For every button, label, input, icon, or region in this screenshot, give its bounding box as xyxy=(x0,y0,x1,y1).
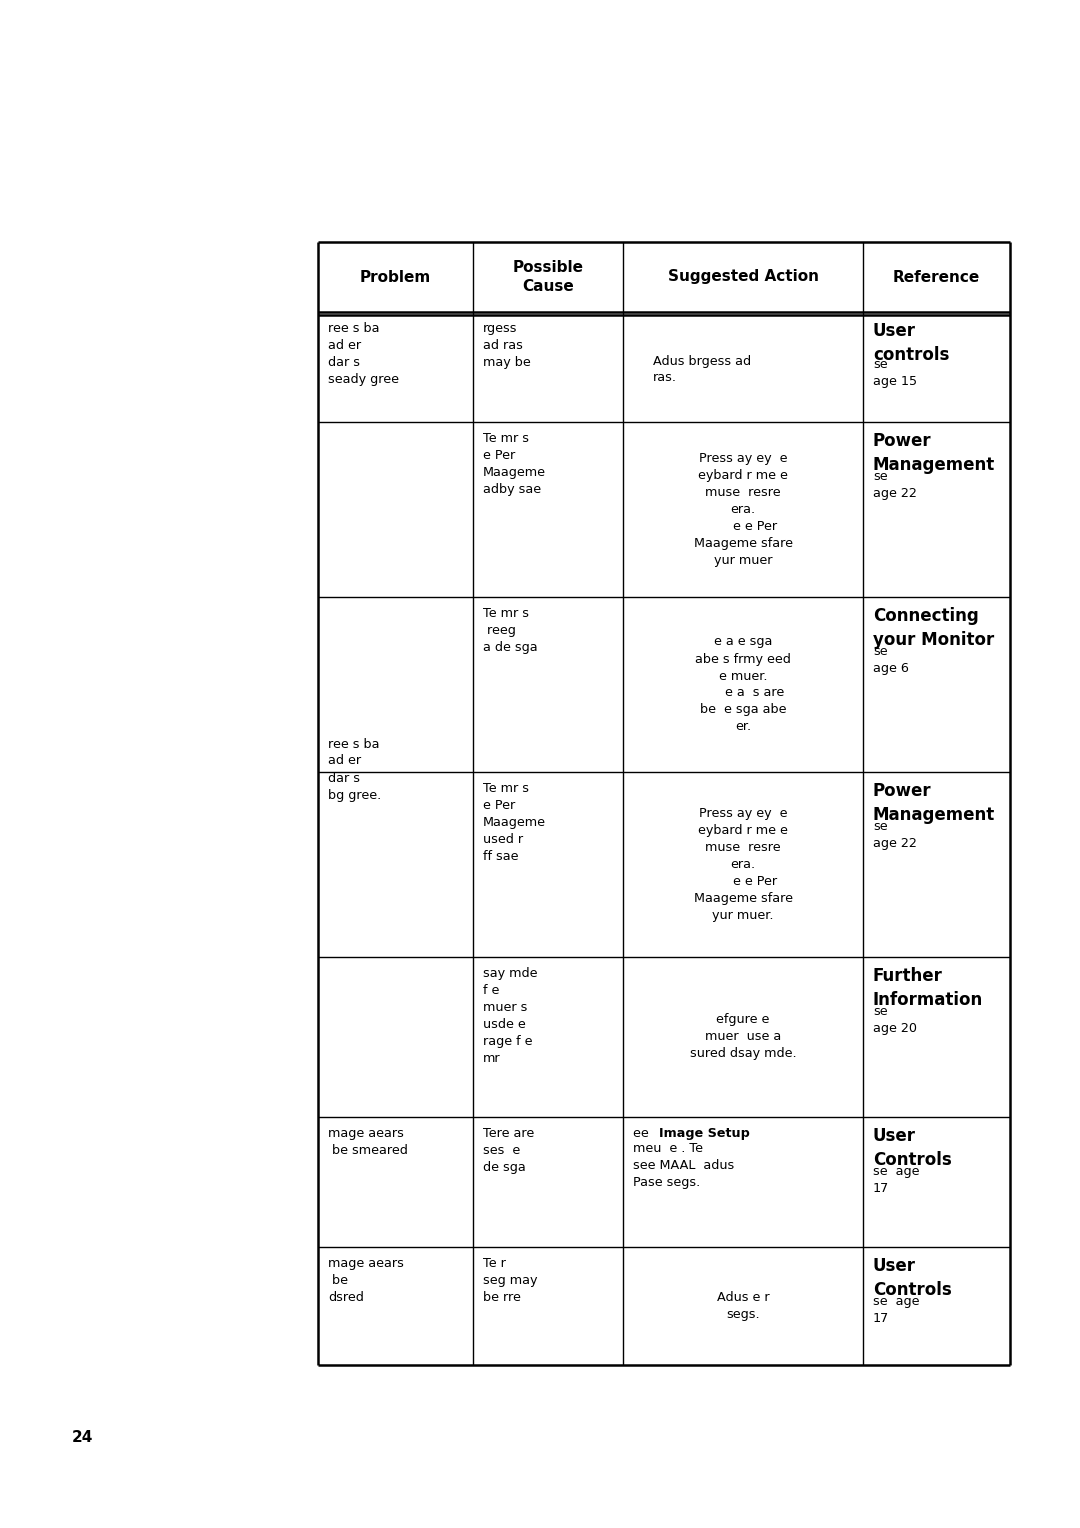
Text: Possible
Cause: Possible Cause xyxy=(513,260,583,295)
Text: ree s ba
ad er
dar s
bg gree.: ree s ba ad er dar s bg gree. xyxy=(328,738,381,802)
Text: se  age
17: se age 17 xyxy=(873,1296,919,1325)
Text: Power
Management: Power Management xyxy=(873,432,996,474)
Text: Adus brgess ad: Adus brgess ad xyxy=(653,354,751,368)
Text: Te mr s
e Per
Maageme
adby sae: Te mr s e Per Maageme adby sae xyxy=(483,432,546,497)
Text: rgess
ad ras
may be: rgess ad ras may be xyxy=(483,322,530,368)
Text: efgure e
muer  use a
sured dsay mde.: efgure e muer use a sured dsay mde. xyxy=(690,1013,796,1060)
Text: User
Controls: User Controls xyxy=(873,1258,951,1299)
Text: se
age 15: se age 15 xyxy=(873,358,917,388)
Text: Image Setup: Image Setup xyxy=(659,1128,750,1140)
Text: Adus e r
segs.: Adus e r segs. xyxy=(717,1291,769,1322)
Text: Te r
seg may
be rre: Te r seg may be rre xyxy=(483,1258,538,1303)
Text: e a e sga
abe s frmy eed
e muer.
      e a  s are
be  e sga abe
er.: e a e sga abe s frmy eed e muer. e a s a… xyxy=(696,636,791,733)
Text: mage aears
 be smeared: mage aears be smeared xyxy=(328,1128,408,1157)
Text: meu  e . Te
see MAAL  adus
Pase segs.: meu e . Te see MAAL adus Pase segs. xyxy=(633,1141,734,1189)
Text: se
age 6: se age 6 xyxy=(873,645,909,675)
Text: Connecting
your Monitor: Connecting your Monitor xyxy=(873,607,995,648)
Text: se
age 22: se age 22 xyxy=(873,821,917,850)
Text: Suggested Action: Suggested Action xyxy=(667,269,819,284)
Text: User
Controls: User Controls xyxy=(873,1128,951,1169)
Text: Problem: Problem xyxy=(360,269,431,284)
Text: se
age 20: se age 20 xyxy=(873,1005,917,1034)
Text: Te mr s
 reeg
a de sga: Te mr s reeg a de sga xyxy=(483,607,538,654)
Text: ee: ee xyxy=(633,1128,665,1140)
Text: say mde
f e
muer s
usde e
rage f e
mr: say mde f e muer s usde e rage f e mr xyxy=(483,967,538,1065)
Text: User
controls: User controls xyxy=(873,322,949,364)
Text: se
age 22: se age 22 xyxy=(873,471,917,500)
Text: Te mr s
e Per
Maageme
used r
ff sae: Te mr s e Per Maageme used r ff sae xyxy=(483,782,546,863)
Text: Press ay ey  e
eybard r me e
muse  resre
era.
      e e Per
Maageme sfare
yur mu: Press ay ey e eybard r me e muse resre e… xyxy=(693,807,793,921)
Text: se  age
17: se age 17 xyxy=(873,1164,919,1195)
Text: mage aears
 be
dsred: mage aears be dsred xyxy=(328,1258,404,1303)
Text: Reference: Reference xyxy=(893,269,981,284)
Text: 24: 24 xyxy=(72,1430,93,1445)
Text: Tere are
ses  e
de sga: Tere are ses e de sga xyxy=(483,1128,535,1174)
Text: Power
Management: Power Management xyxy=(873,782,996,824)
Text: ras.: ras. xyxy=(653,371,677,384)
Text: ree s ba
ad er
dar s
seady gree: ree s ba ad er dar s seady gree xyxy=(328,322,399,387)
Text: Further
Information: Further Information xyxy=(873,967,983,1008)
Text: Press ay ey  e
eybard r me e
muse  resre
era.
      e e Per
Maageme sfare
yur mu: Press ay ey e eybard r me e muse resre e… xyxy=(693,452,793,567)
